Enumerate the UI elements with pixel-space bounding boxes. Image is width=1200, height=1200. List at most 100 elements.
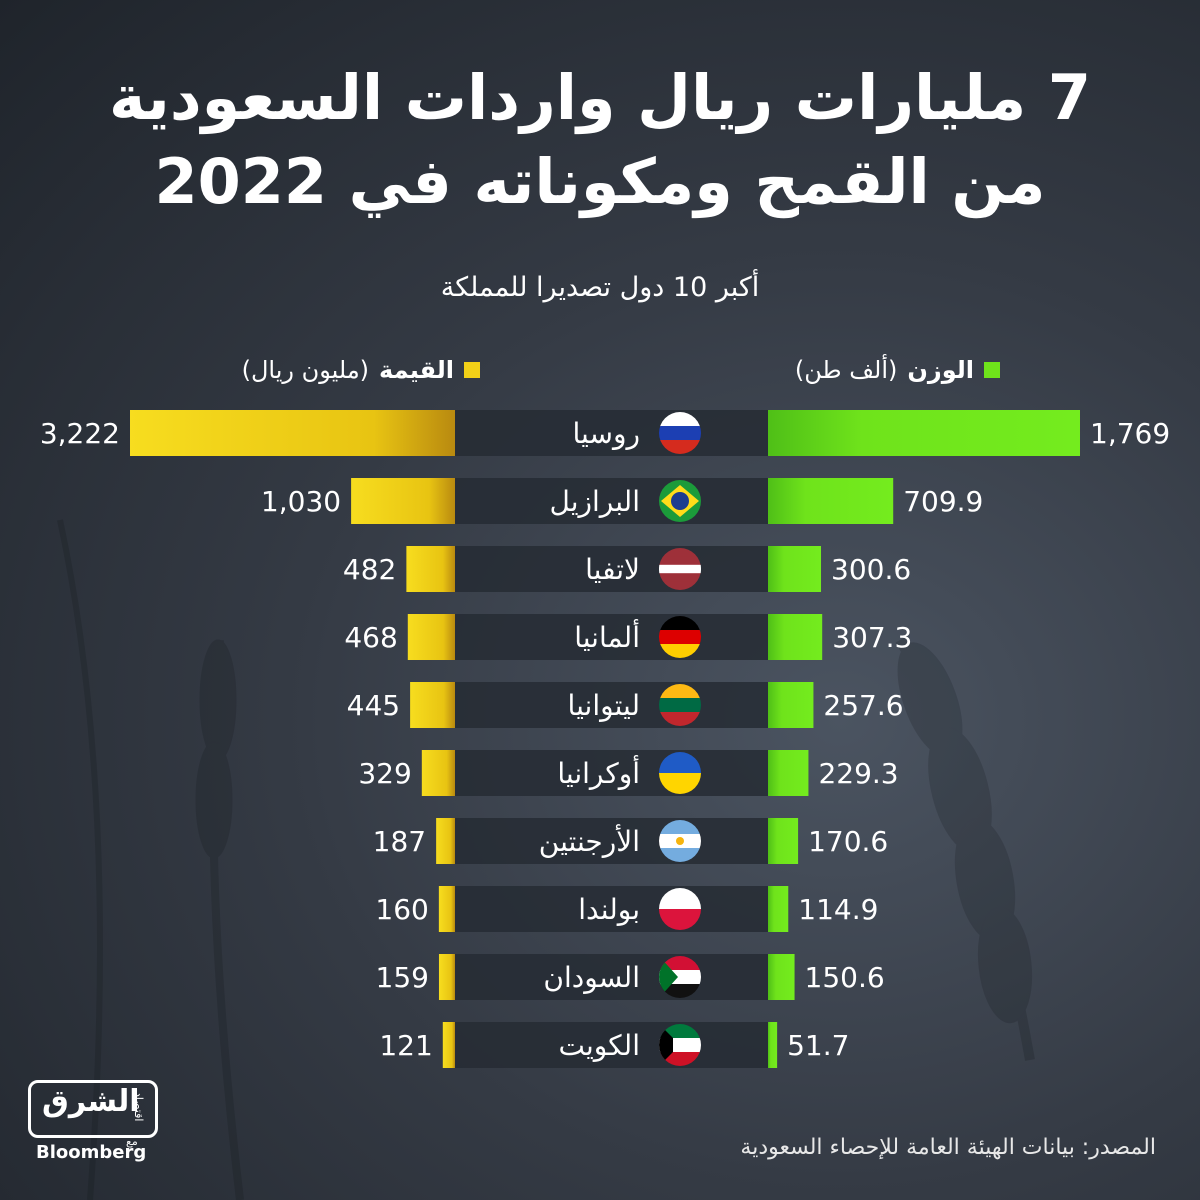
- country-pill: [455, 614, 768, 660]
- weight-bar: [768, 546, 822, 592]
- country-label: السودان: [543, 961, 640, 994]
- ukraine-flag-icon: [659, 752, 701, 794]
- chart-row: 160 114.9 بولندا: [375, 886, 878, 932]
- weight-bar: [768, 478, 894, 524]
- logo-brand-sub: اقتصاد: [132, 1092, 145, 1122]
- legend-value: القيمة (مليون ريال): [242, 356, 480, 384]
- chart-row: 159 150.6 السودان: [376, 954, 885, 1000]
- source-note: المصدر: بيانات الهيئة العامة للإحصاء الس…: [740, 1135, 1156, 1160]
- weight-bar: [768, 614, 823, 660]
- chart-row: 187 170.6 الأرجنتين: [373, 818, 888, 864]
- country-label: لاتفيا: [585, 553, 640, 586]
- weight-data-label: 170.6: [808, 825, 888, 858]
- weight-data-label: 300.6: [831, 553, 911, 586]
- legend-weight-unit: (ألف طن): [794, 356, 898, 384]
- value-bar: [406, 546, 455, 592]
- value-data-label: 160: [375, 893, 428, 926]
- weight-data-label: 709.9: [903, 485, 983, 518]
- country-label: ألمانيا: [574, 618, 640, 654]
- kuwait-flag-icon: [659, 1024, 701, 1066]
- chart-row: 445 257.6 ليتوانيا: [347, 682, 904, 728]
- sudan-flag-icon: [659, 956, 701, 998]
- subtitle: أكبر 10 دول تصديرا للمملكة: [440, 272, 760, 303]
- weight-data-label: 307.3: [832, 621, 912, 654]
- country-pill: [455, 478, 768, 524]
- chart-row: 121 51.7 الكويت: [379, 1022, 849, 1068]
- country-pill: [455, 682, 768, 728]
- weight-data-label: 114.9: [798, 893, 878, 926]
- lithuania-flag-icon: [659, 684, 701, 726]
- weight-data-label: 1,769: [1090, 417, 1170, 450]
- country-label: البرازيل: [549, 485, 640, 518]
- value-bar: [410, 682, 455, 728]
- value-data-label: 159: [376, 961, 429, 994]
- legend-value-unit: (مليون ريال): [241, 356, 370, 384]
- country-pill: [455, 818, 768, 864]
- value-data-label: 121: [379, 1029, 432, 1062]
- weight-bar: [768, 886, 789, 932]
- country-pill: [455, 546, 768, 592]
- weight-swatch: [984, 362, 1000, 378]
- asharq-bloomberg-logo: الشرق اقتصاد مع Bloomberg: [28, 1080, 168, 1172]
- logo-partner-with: مع: [126, 1135, 138, 1148]
- germany-flag-icon: [659, 616, 701, 658]
- country-label: ليتوانيا: [568, 689, 640, 722]
- chart-row: 1,030 709.9 البرازيل: [261, 478, 983, 524]
- country-label: أوكرانيا: [557, 754, 640, 790]
- weight-bar: [768, 410, 1080, 456]
- poland-flag-icon: [659, 888, 701, 930]
- weight-bar: [768, 818, 799, 864]
- value-data-label: 445: [347, 689, 400, 722]
- title-line-1: 7 مليارات ريال واردات السعودية: [108, 61, 1092, 134]
- value-bar: [436, 818, 455, 864]
- country-pill: [455, 886, 768, 932]
- weight-bar: [768, 1022, 778, 1068]
- logo-frame: [28, 1080, 158, 1138]
- title-line-2: من القمح ومكوناته في 2022: [154, 145, 1046, 218]
- value-swatch: [464, 362, 480, 378]
- value-bar: [442, 1022, 455, 1068]
- country-label: الأرجنتين: [539, 823, 640, 858]
- value-bar: [130, 410, 455, 456]
- value-data-label: 329: [358, 757, 411, 790]
- country-label: بولندا: [578, 893, 640, 926]
- weight-data-label: 229.3: [818, 757, 898, 790]
- value-data-label: 3,222: [40, 417, 120, 450]
- value-bar: [438, 954, 455, 1000]
- value-bar: [438, 886, 455, 932]
- brazil-flag-icon: [659, 480, 701, 522]
- value-bar: [351, 478, 455, 524]
- chart-row: 3,222 1,769 روسيا: [40, 410, 1170, 456]
- value-data-label: 187: [373, 825, 426, 858]
- weight-bar: [768, 954, 795, 1000]
- logo-brand: الشرق: [42, 1084, 140, 1119]
- chart-row: 329 229.3 أوكرانيا: [358, 750, 899, 796]
- argentina-flag-icon: [659, 820, 701, 862]
- value-bar: [407, 614, 455, 660]
- weight-data-label: 150.6: [805, 961, 885, 994]
- country-label: الكويت: [558, 1029, 640, 1062]
- weight-bar: [768, 750, 809, 796]
- country-pill: [455, 410, 768, 456]
- legend-weight: الوزن (ألف طن): [795, 356, 1000, 384]
- chart-row: 482 300.6 لاتفيا: [343, 546, 911, 592]
- logo-partner: Bloomberg: [36, 1142, 147, 1163]
- value-data-label: 468: [344, 621, 397, 654]
- country-pill: [455, 954, 768, 1000]
- legend-weight-label: الوزن: [907, 356, 974, 384]
- value-data-label: 482: [343, 553, 396, 586]
- russia-flag-icon: [659, 412, 701, 454]
- weight-bar: [768, 682, 814, 728]
- country-pill: [455, 1022, 768, 1068]
- value-bar: [421, 750, 455, 796]
- country-pill: [455, 750, 768, 796]
- weight-data-label: 51.7: [787, 1029, 849, 1062]
- latvia-flag-icon: [659, 548, 701, 590]
- country-label: روسيا: [573, 417, 640, 450]
- chart-row: 468 307.3 ألمانيا: [344, 614, 912, 660]
- value-data-label: 1,030: [261, 485, 341, 518]
- weight-data-label: 257.6: [823, 689, 903, 722]
